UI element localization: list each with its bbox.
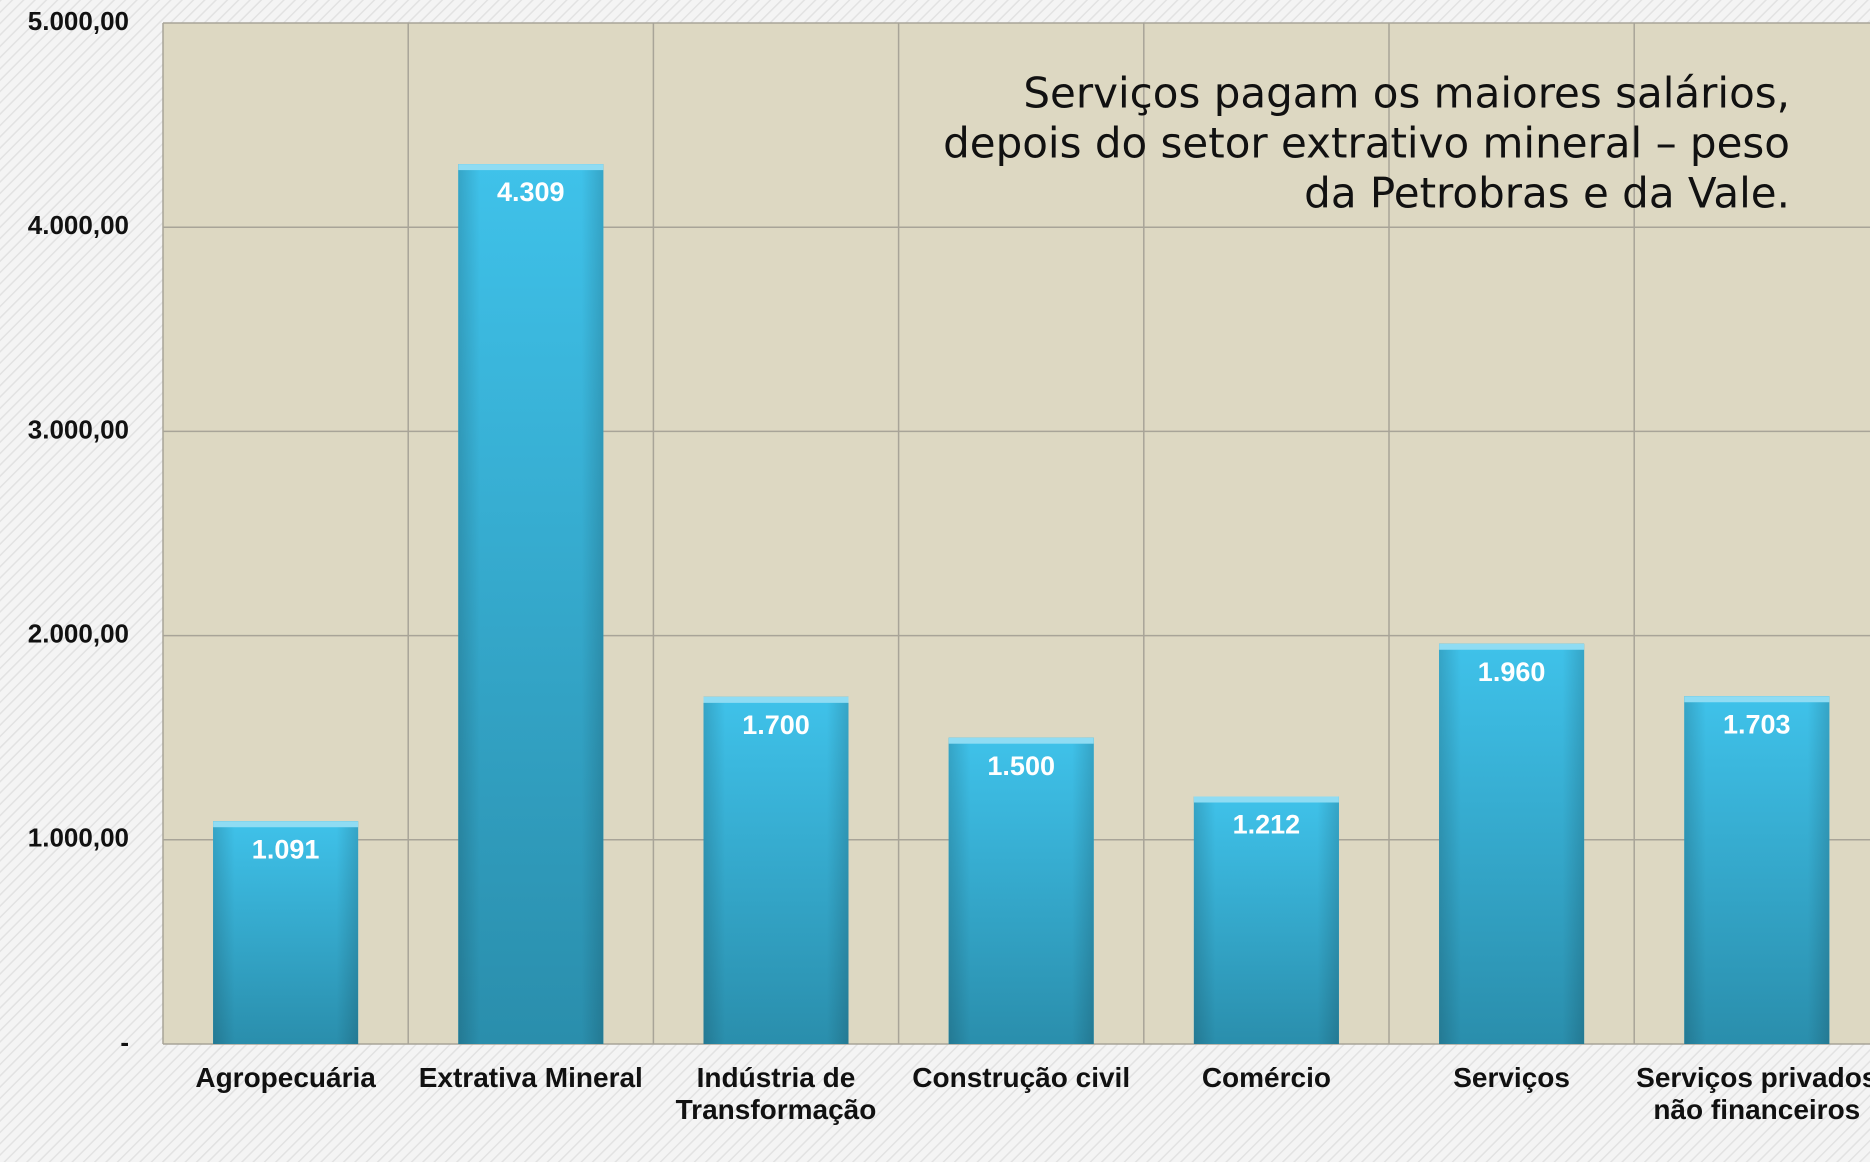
y-tick-label: 3.000,00 <box>28 414 129 444</box>
y-tick-label: 5.000,00 <box>28 6 129 36</box>
annotation: da Petrobras e da Vale. <box>1304 169 1790 218</box>
x-tick-box: Comércio <box>1201 1062 1331 1093</box>
bar-cap <box>703 696 849 703</box>
value-label: 1.500 <box>987 751 1055 781</box>
bar-cap <box>213 821 359 828</box>
x-tick-label: Construção civil <box>912 1062 1131 1093</box>
x-tick-label: Serviços <box>1453 1062 1570 1093</box>
bar-cap <box>1439 643 1585 650</box>
value-label: 4.309 <box>497 177 565 207</box>
bar-edge <box>948 737 1094 1044</box>
value-label: 1.960 <box>1478 657 1546 687</box>
bar-edge <box>1439 643 1585 1044</box>
bar-edge <box>703 696 849 1044</box>
bar-edge <box>458 164 604 1045</box>
bar-edge <box>213 821 359 1044</box>
bar-edge <box>1684 696 1830 1044</box>
x-tick-box: Serviços <box>1453 1062 1570 1093</box>
x-tick-label: Serviços privados não financeiros <box>1636 1062 1870 1125</box>
annotation: depois do setor extrativo mineral – peso <box>943 119 1790 168</box>
x-tick-box: Extrativa Mineral <box>418 1062 643 1093</box>
y-tick-label: 1.000,00 <box>28 823 129 853</box>
bar-cap <box>1684 696 1830 703</box>
bar-cap <box>458 164 604 171</box>
annotation: Serviços pagam os maiores salários, <box>1023 69 1790 118</box>
value-label: 1.700 <box>742 710 810 740</box>
value-label: 1.212 <box>1233 810 1301 840</box>
x-tick-box: Indústria de Transformação <box>675 1062 877 1125</box>
x-tick-box: Construção civil <box>912 1062 1131 1093</box>
y-tick-label: 2.000,00 <box>28 618 129 648</box>
x-tick-label: Indústria de Transformação <box>675 1062 877 1125</box>
bar-edge <box>1193 796 1339 1044</box>
y-tick-label: 4.000,00 <box>28 210 129 240</box>
x-tick-box: Serviços privados não financeiros <box>1636 1062 1870 1125</box>
y-tick-label: - <box>120 1027 129 1057</box>
x-tick-box: Agropecuária <box>195 1062 376 1093</box>
x-tick-label: Comércio <box>1201 1062 1331 1093</box>
value-label: 1.703 <box>1723 709 1791 739</box>
bar-cap <box>948 737 1094 744</box>
x-tick-label: Extrativa Mineral <box>418 1062 643 1093</box>
bar-cap <box>1193 796 1339 803</box>
x-tick-label: Agropecuária <box>195 1062 376 1093</box>
value-label: 1.091 <box>252 834 320 864</box>
